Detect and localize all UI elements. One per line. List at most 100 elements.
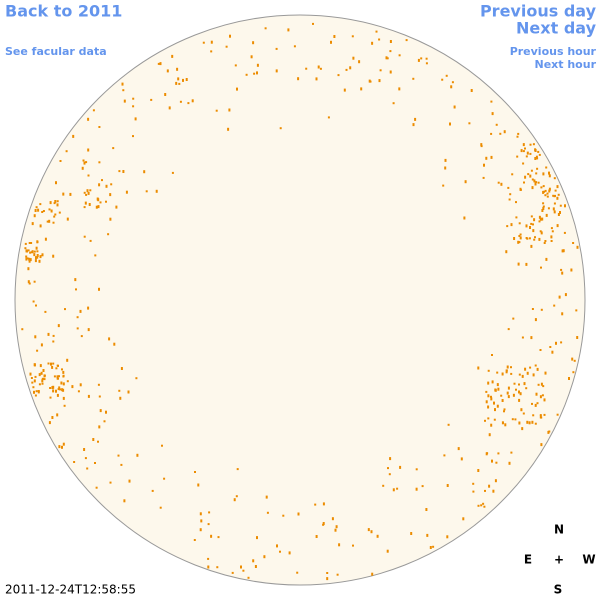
facula [483, 505, 486, 508]
facula [123, 99, 126, 103]
facula [545, 213, 548, 217]
solar-disk [14, 14, 586, 586]
facula [536, 402, 539, 405]
facula [132, 97, 135, 100]
facula [553, 304, 556, 307]
facula [532, 143, 535, 146]
facula [191, 99, 194, 103]
facula [330, 40, 332, 44]
facula [80, 335, 83, 338]
facula [37, 208, 40, 212]
facula [125, 190, 128, 194]
facula [63, 404, 66, 407]
next-hour-link[interactable]: Next hour [535, 58, 597, 71]
facula [550, 235, 553, 239]
facula [539, 217, 542, 221]
facula [312, 22, 314, 25]
facula [530, 215, 533, 218]
facula [326, 577, 329, 581]
facula [504, 423, 507, 427]
facula [507, 328, 510, 331]
previous-day-link[interactable]: Previous day [480, 2, 597, 21]
facula [62, 388, 65, 392]
back-link[interactable]: Back to 2011 [5, 2, 122, 21]
facula [538, 215, 541, 219]
facula [35, 246, 38, 250]
facula [121, 82, 124, 86]
facula [287, 28, 290, 32]
facula [522, 412, 525, 415]
facula [477, 469, 480, 472]
facula [425, 62, 428, 65]
facula [559, 211, 561, 214]
facula [533, 179, 536, 183]
facula [112, 147, 115, 150]
facula [568, 377, 570, 380]
facula [398, 54, 401, 57]
facula [56, 200, 59, 203]
facula [515, 216, 518, 219]
facula [483, 163, 485, 167]
facula [38, 373, 41, 377]
facula [501, 399, 504, 402]
facula [34, 259, 37, 263]
facula [415, 468, 418, 471]
facula [87, 117, 90, 121]
facula [449, 122, 451, 126]
facula [52, 389, 55, 393]
facula [231, 571, 234, 574]
facula [497, 181, 500, 184]
facula [109, 217, 112, 221]
facula [529, 143, 532, 146]
facula [94, 462, 96, 464]
facula [505, 369, 508, 372]
facula [535, 181, 538, 184]
facula [532, 373, 535, 377]
facula [177, 77, 180, 81]
facula [573, 359, 576, 362]
facula [540, 416, 543, 419]
facula [367, 528, 370, 532]
facula [360, 87, 363, 91]
facula [518, 235, 521, 237]
facula [442, 184, 445, 187]
facula [561, 271, 564, 275]
facula [21, 328, 24, 331]
facula [515, 388, 517, 391]
facular-link[interactable]: See facular data [5, 45, 107, 58]
facula [83, 448, 86, 451]
facula [250, 55, 253, 59]
facula [371, 41, 374, 45]
facula [338, 543, 341, 547]
facula [492, 489, 495, 493]
facula [331, 517, 334, 521]
compass-south: S [554, 583, 563, 597]
previous-hour-link[interactable]: Previous hour [510, 45, 597, 58]
facula [97, 383, 100, 386]
facula [487, 405, 490, 409]
next-day-link[interactable]: Next day [516, 19, 597, 38]
facula [490, 423, 493, 427]
facula [526, 371, 529, 375]
facula [197, 483, 200, 487]
facula [79, 309, 82, 313]
facula [548, 171, 550, 175]
facula [199, 512, 202, 516]
facula [371, 572, 374, 576]
facula [396, 487, 399, 490]
facula [529, 226, 531, 229]
facula [494, 479, 497, 483]
facula [545, 257, 548, 261]
facula [349, 66, 352, 70]
compass-center: + [554, 553, 564, 567]
facula [36, 254, 39, 257]
facula [83, 191, 86, 194]
facula [143, 170, 146, 174]
facula [563, 231, 566, 234]
facula [386, 549, 389, 553]
facula [472, 482, 475, 485]
facula [518, 383, 520, 386]
facula [539, 395, 542, 399]
facula [441, 78, 444, 81]
facula [531, 186, 534, 190]
